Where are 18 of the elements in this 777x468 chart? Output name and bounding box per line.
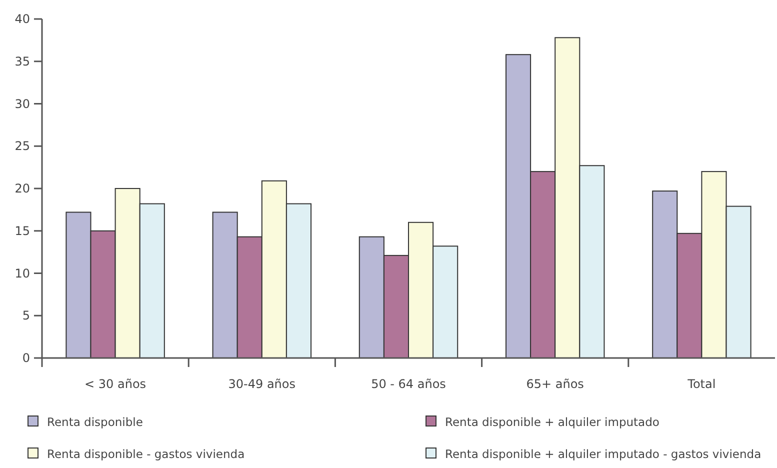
y-tick-label: 0 <box>22 351 30 365</box>
y-tick-label: 30 <box>14 96 30 111</box>
legend-label: Renta disponible - gastos vivienda <box>47 447 245 461</box>
legend-label: Renta disponible + alquiler imputado <box>445 415 660 429</box>
x-tick-label: 30-49 años <box>228 377 296 391</box>
x-tick-label: Total <box>686 377 716 391</box>
y-tick-label: 20 <box>14 182 30 196</box>
x-tick-label: < 30 años <box>84 377 146 391</box>
y-tick-label: 25 <box>14 139 30 154</box>
legend-label: Renta disponible <box>47 415 143 429</box>
y-tick-label: 5 <box>22 308 30 323</box>
y-tick-label: 15 <box>14 224 30 238</box>
y-tick-label: 40 <box>14 12 30 26</box>
y-tick-label: 35 <box>14 54 30 68</box>
x-tick-label: 50 - 64 años <box>371 377 446 391</box>
x-tick-label: 65+ años <box>526 377 584 391</box>
legend-label: Renta disponible + alquiler imputado - gastos vivienda <box>445 447 762 461</box>
y-tick-label: 10 <box>14 266 30 280</box>
